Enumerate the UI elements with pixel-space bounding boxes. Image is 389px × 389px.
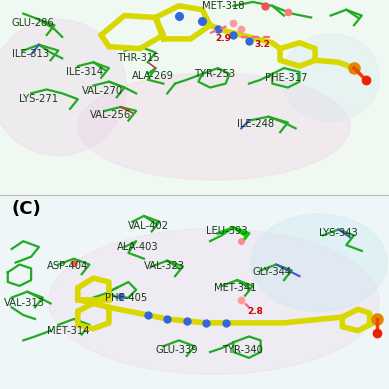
- Text: ALA-269: ALA-269: [132, 71, 174, 81]
- Ellipse shape: [78, 73, 350, 180]
- Text: GLU-286: GLU-286: [12, 18, 54, 28]
- Text: MET-341: MET-341: [214, 283, 256, 293]
- Text: PHE-317: PHE-317: [265, 73, 307, 83]
- Text: ASP-404: ASP-404: [47, 261, 88, 272]
- Text: VAL-256: VAL-256: [89, 110, 131, 120]
- Text: 2.9: 2.9: [216, 34, 232, 44]
- Text: VAL-402: VAL-402: [128, 221, 169, 231]
- Ellipse shape: [0, 19, 126, 156]
- Text: TYR-253: TYR-253: [194, 69, 236, 79]
- Text: GLU-339: GLU-339: [156, 345, 198, 355]
- Text: ILE-313: ILE-313: [12, 49, 49, 60]
- Text: LEU-393: LEU-393: [206, 226, 248, 237]
- Text: 3.2: 3.2: [255, 40, 270, 49]
- Text: LYS-271: LYS-271: [19, 94, 59, 104]
- Text: MET-314: MET-314: [47, 326, 89, 336]
- Text: ILE-314: ILE-314: [66, 67, 103, 77]
- Ellipse shape: [251, 214, 387, 311]
- Text: VAL-313: VAL-313: [4, 298, 45, 308]
- Text: PHE-405: PHE-405: [105, 293, 147, 303]
- Text: 2.8: 2.8: [247, 307, 263, 316]
- Ellipse shape: [282, 34, 379, 121]
- Text: THR-315: THR-315: [117, 53, 159, 63]
- Text: VAL-270: VAL-270: [82, 86, 123, 96]
- Text: ALA-403: ALA-403: [117, 242, 158, 252]
- Text: TYR-340: TYR-340: [222, 345, 263, 355]
- Text: (C): (C): [12, 200, 41, 218]
- Text: ILE-248: ILE-248: [237, 119, 274, 130]
- Text: GLY-344: GLY-344: [253, 267, 292, 277]
- Ellipse shape: [49, 229, 379, 374]
- Text: LYS-343: LYS-343: [319, 228, 358, 238]
- Text: VAL-323: VAL-323: [144, 261, 185, 272]
- Text: MET-318: MET-318: [202, 1, 245, 11]
